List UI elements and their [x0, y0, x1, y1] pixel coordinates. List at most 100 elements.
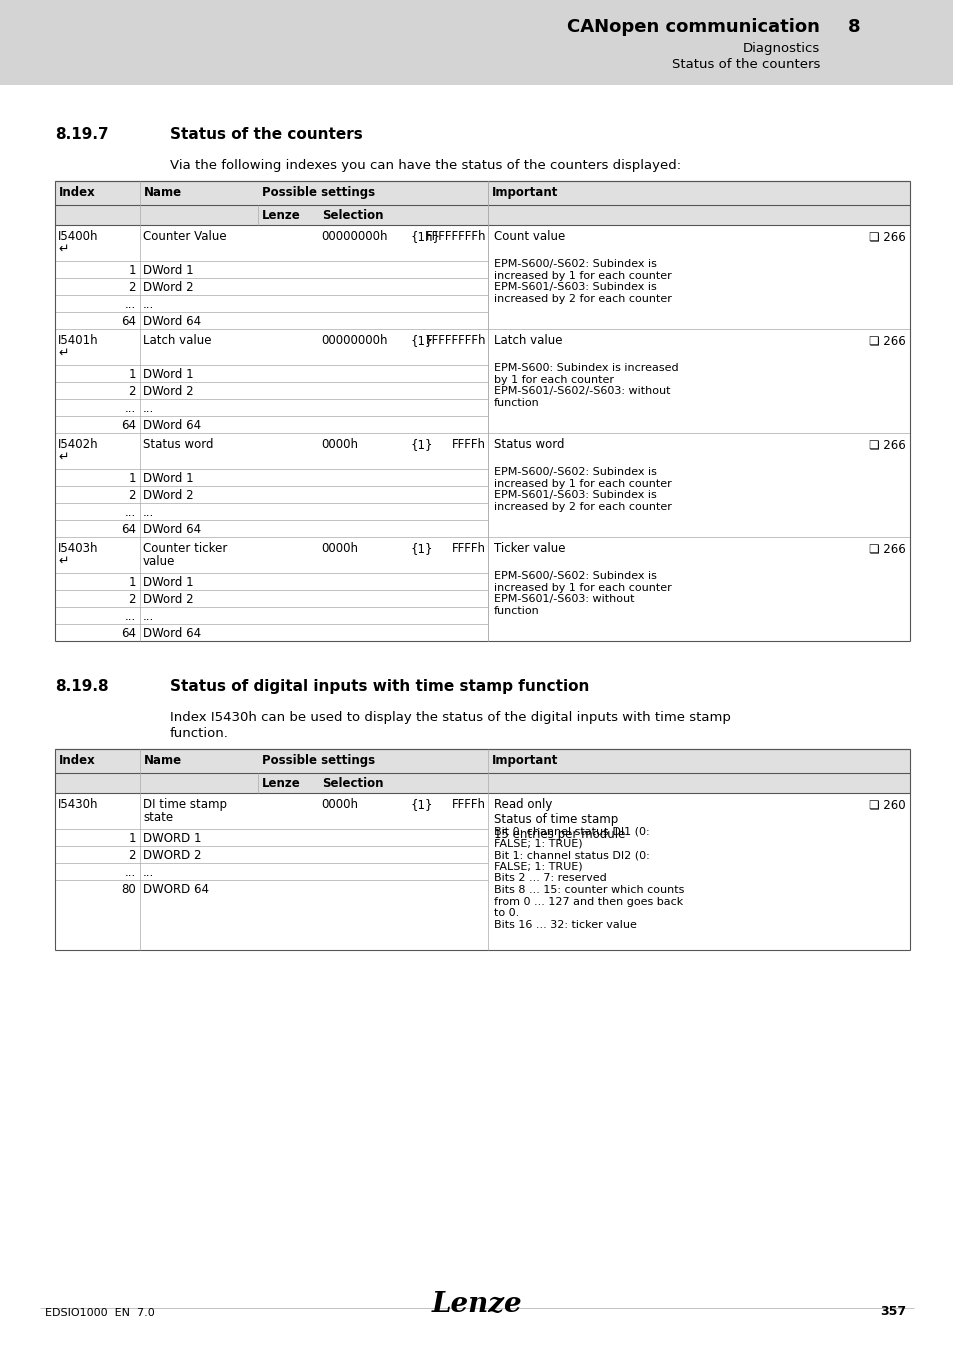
- Text: DWORD 1: DWORD 1: [143, 832, 201, 845]
- Bar: [0, 0, 953, 85]
- Text: 64: 64: [121, 418, 136, 432]
- Text: Index: Index: [59, 755, 95, 767]
- Text: EPM-S600: Subindex is increased
by 1 for each counter
EPM-S601/-S602/-S603: with: EPM-S600: Subindex is increased by 1 for…: [494, 363, 678, 408]
- Text: 2: 2: [129, 593, 136, 606]
- Text: 64: 64: [121, 315, 136, 328]
- Text: Status of the counters: Status of the counters: [671, 58, 820, 72]
- Text: 1: 1: [129, 576, 136, 589]
- Text: Bit 0: channel status DI1 (0:
FALSE; 1: TRUE)
Bit 1: channel status DI2 (0:
FALS: Bit 0: channel status DI1 (0: FALSE; 1: …: [494, 828, 683, 930]
- Bar: [55, 537, 909, 641]
- Text: I5403h: I5403h: [58, 541, 98, 555]
- Text: DWord 1: DWord 1: [143, 369, 193, 381]
- Text: DWord 2: DWord 2: [143, 281, 193, 294]
- Text: DWord 64: DWord 64: [143, 626, 201, 640]
- Text: {1}: {1}: [411, 333, 433, 347]
- Text: 0000h: 0000h: [320, 437, 357, 451]
- Text: Count value: Count value: [494, 230, 565, 243]
- Text: 8.19.7: 8.19.7: [55, 127, 109, 142]
- Text: ↵: ↵: [58, 555, 69, 568]
- Text: ...: ...: [143, 298, 154, 311]
- Text: 8: 8: [847, 18, 860, 36]
- Text: DWord 2: DWord 2: [143, 489, 193, 502]
- Text: 64: 64: [121, 522, 136, 536]
- Text: state: state: [143, 811, 172, 824]
- Text: DWord 1: DWord 1: [143, 472, 193, 485]
- Text: ...: ...: [143, 865, 154, 879]
- Text: 2: 2: [129, 489, 136, 502]
- Text: DWORD 2: DWORD 2: [143, 849, 201, 863]
- Bar: [55, 329, 909, 433]
- Text: DWord 1: DWord 1: [143, 265, 193, 277]
- Text: ❏ 260: ❏ 260: [868, 798, 905, 811]
- Text: ↵: ↵: [58, 451, 69, 464]
- Text: ...: ...: [125, 610, 136, 622]
- Text: EDSIO1000  EN  7.0: EDSIO1000 EN 7.0: [45, 1308, 154, 1318]
- Text: ❏ 266: ❏ 266: [868, 541, 905, 555]
- Text: {1h}: {1h}: [411, 230, 440, 243]
- Text: ...: ...: [143, 402, 154, 414]
- Text: Name: Name: [144, 755, 182, 767]
- Text: Lenze: Lenze: [262, 209, 300, 221]
- Text: 00000000h: 00000000h: [320, 230, 387, 243]
- Text: DI time stamp: DI time stamp: [143, 798, 227, 811]
- Text: Lenze: Lenze: [262, 778, 300, 790]
- Text: Latch value: Latch value: [494, 333, 562, 347]
- Text: Index: Index: [59, 186, 95, 198]
- Text: Index I5430h can be used to display the status of the digital inputs with time s: Index I5430h can be used to display the …: [170, 711, 730, 724]
- Text: 2: 2: [129, 849, 136, 863]
- Text: {1}: {1}: [411, 798, 433, 811]
- Text: Via the following indexes you can have the status of the counters displayed:: Via the following indexes you can have t…: [170, 159, 680, 171]
- Text: I5430h: I5430h: [58, 798, 98, 811]
- Text: Counter ticker: Counter ticker: [143, 541, 227, 555]
- Text: 357: 357: [879, 1305, 905, 1318]
- Bar: [55, 205, 909, 225]
- Text: 1: 1: [129, 369, 136, 381]
- Bar: [55, 225, 909, 329]
- Text: ...: ...: [143, 610, 154, 622]
- Text: 8.19.8: 8.19.8: [55, 679, 109, 694]
- Text: ❏ 266: ❏ 266: [868, 333, 905, 347]
- Text: 1: 1: [129, 265, 136, 277]
- Text: CANopen communication: CANopen communication: [566, 18, 820, 36]
- Text: 80: 80: [121, 883, 136, 896]
- Text: ↵: ↵: [58, 347, 69, 360]
- Text: Counter Value: Counter Value: [143, 230, 227, 243]
- Text: Status of digital inputs with time stamp function: Status of digital inputs with time stamp…: [170, 679, 589, 694]
- Text: value: value: [143, 555, 175, 568]
- Bar: [55, 774, 909, 792]
- Text: Diagnostics: Diagnostics: [742, 42, 820, 55]
- Text: DWord 64: DWord 64: [143, 522, 201, 536]
- Text: DWord 1: DWord 1: [143, 576, 193, 589]
- Text: FFFFh: FFFFh: [452, 437, 485, 451]
- Text: Possible settings: Possible settings: [262, 186, 375, 198]
- Text: DWord 64: DWord 64: [143, 315, 201, 328]
- Text: Selection: Selection: [322, 209, 383, 221]
- Text: ...: ...: [125, 402, 136, 414]
- Text: FFFFh: FFFFh: [452, 798, 485, 811]
- Text: Status word: Status word: [494, 437, 564, 451]
- Text: EPM-S600/-S602: Subindex is
increased by 1 for each counter
EPM-S601/-S603: Subi: EPM-S600/-S602: Subindex is increased by…: [494, 259, 671, 304]
- Text: ...: ...: [143, 506, 154, 518]
- Text: ❏ 266: ❏ 266: [868, 437, 905, 451]
- Text: ↵: ↵: [58, 243, 69, 256]
- Text: Lenze: Lenze: [432, 1291, 521, 1318]
- Text: 0000h: 0000h: [320, 798, 357, 811]
- Text: 2: 2: [129, 281, 136, 294]
- Bar: [55, 181, 909, 205]
- Text: Ticker value: Ticker value: [494, 541, 565, 555]
- Text: FFFFFFFFh: FFFFFFFFh: [425, 230, 485, 243]
- Text: DWord 64: DWord 64: [143, 418, 201, 432]
- Text: Important: Important: [492, 755, 558, 767]
- Bar: [55, 433, 909, 537]
- Text: Read only
Status of time stamp
15 entries per module: Read only Status of time stamp 15 entrie…: [494, 798, 625, 841]
- Text: function.: function.: [170, 728, 229, 740]
- Text: 00000000h: 00000000h: [320, 333, 387, 347]
- Text: FFFFh: FFFFh: [452, 541, 485, 555]
- Text: EPM-S600/-S602: Subindex is
increased by 1 for each counter
EPM-S601/-S603: Subi: EPM-S600/-S602: Subindex is increased by…: [494, 467, 671, 512]
- Text: DWORD 64: DWORD 64: [143, 883, 209, 896]
- Text: Status of the counters: Status of the counters: [170, 127, 362, 142]
- Text: 1: 1: [129, 472, 136, 485]
- Text: FFFFFFFFh: FFFFFFFFh: [425, 333, 485, 347]
- Text: ❏ 266: ❏ 266: [868, 230, 905, 243]
- Text: I5402h: I5402h: [58, 437, 98, 451]
